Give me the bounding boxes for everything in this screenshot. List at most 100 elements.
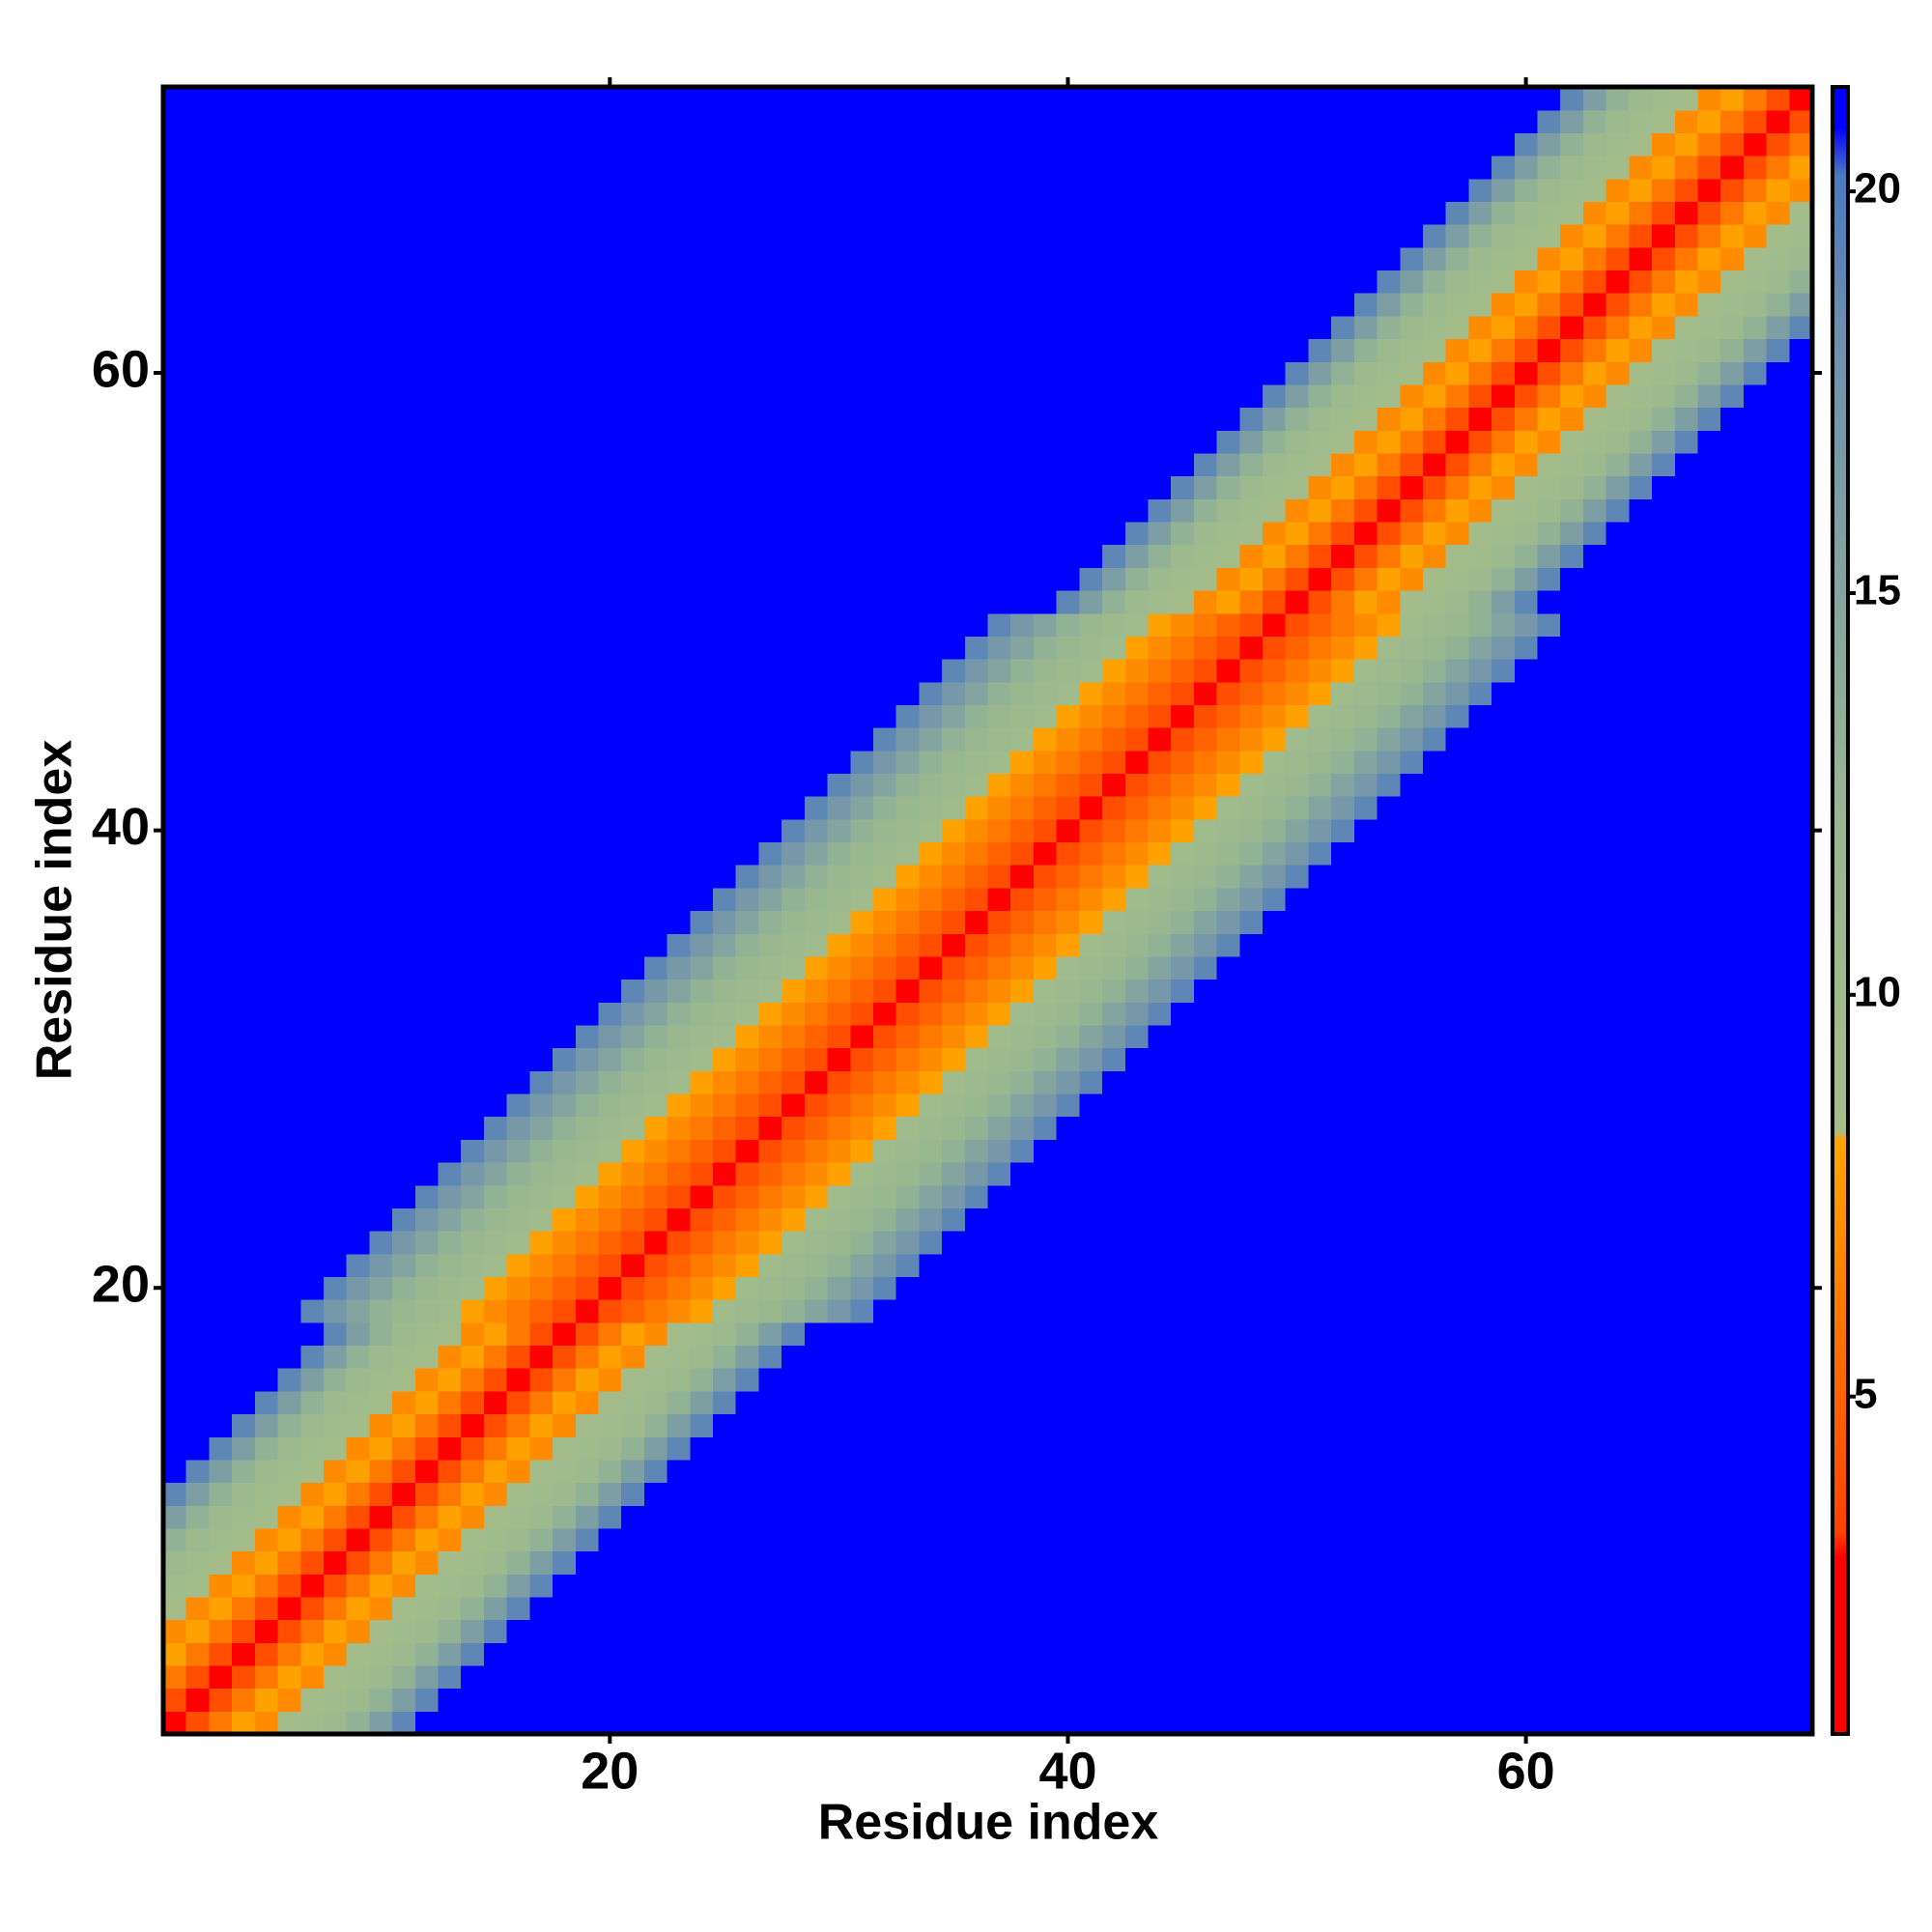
- heatmap-cell: [1171, 1711, 1195, 1735]
- heatmap-cell: [643, 293, 668, 317]
- heatmap-cell: [1582, 1596, 1607, 1621]
- heatmap-cell: [758, 1276, 782, 1300]
- heatmap-cell: [895, 1299, 920, 1323]
- heatmap-cell: [1537, 1574, 1561, 1598]
- heatmap-cell: [1239, 544, 1264, 568]
- heatmap-cell: [1331, 1231, 1355, 1255]
- heatmap-cell: [1652, 1642, 1676, 1666]
- heatmap-cell: [781, 955, 806, 980]
- heatmap-cell: [1239, 498, 1264, 523]
- heatmap-cell: [1056, 1459, 1080, 1484]
- heatmap-cell: [1537, 933, 1561, 957]
- heatmap-cell: [1171, 1253, 1195, 1277]
- heatmap-cell: [1537, 750, 1561, 775]
- heatmap-cell: [575, 1527, 600, 1552]
- heatmap-cell: [758, 1161, 782, 1186]
- heatmap-cell: [254, 1505, 279, 1529]
- heatmap-cell: [1193, 1688, 1218, 1712]
- heatmap-cell: [185, 1436, 211, 1461]
- heatmap-cell: [1629, 887, 1653, 912]
- heatmap-cell: [483, 1253, 508, 1277]
- heatmap-cell: [185, 818, 211, 843]
- heatmap-cell: [1308, 521, 1332, 546]
- heatmap-cell: [1308, 338, 1332, 362]
- heatmap-cell: [643, 1070, 668, 1094]
- heatmap-cell: [1743, 1139, 1768, 1163]
- heatmap-cell: [1582, 1664, 1607, 1690]
- heatmap-cell: [323, 612, 348, 637]
- heatmap-cell: [781, 1459, 806, 1484]
- heatmap-cell: [735, 1208, 760, 1232]
- heatmap-cell: [1216, 315, 1240, 340]
- heatmap-cell: [667, 1527, 691, 1552]
- heatmap-cell: [369, 1093, 393, 1118]
- heatmap-cell: [1674, 1596, 1699, 1621]
- heatmap-cell: [1468, 201, 1492, 225]
- heatmap-cell: [553, 521, 577, 546]
- heatmap-cell: [643, 315, 668, 340]
- heatmap-cell: [529, 521, 554, 546]
- heatmap-cell: [1124, 293, 1150, 317]
- heatmap-cell: [506, 1390, 530, 1415]
- heatmap-cell: [414, 498, 440, 523]
- heatmap-cell: [1216, 452, 1240, 477]
- heatmap-cell: [1263, 1436, 1287, 1461]
- heatmap-cell: [277, 293, 301, 317]
- heatmap-cell: [1377, 361, 1401, 385]
- heatmap-cell: [850, 727, 874, 752]
- heatmap-cell: [919, 1024, 943, 1049]
- heatmap-cell: [1629, 1321, 1653, 1347]
- heatmap-cell: [1652, 750, 1676, 775]
- heatmap-cell: [1766, 796, 1790, 820]
- heatmap-cell: [483, 475, 508, 499]
- heatmap-cell: [804, 1299, 829, 1323]
- heatmap-cell: [1743, 1161, 1768, 1186]
- heatmap-cell: [1263, 681, 1287, 705]
- heatmap-cell: [1353, 293, 1378, 317]
- heatmap-cell: [1239, 178, 1264, 203]
- heatmap-cell: [1445, 1184, 1469, 1208]
- heatmap-cell: [987, 315, 1011, 340]
- heatmap-cell: [850, 384, 874, 409]
- heatmap-cell: [1263, 636, 1287, 660]
- heatmap-cell: [621, 681, 645, 705]
- heatmap-cell: [163, 1596, 187, 1621]
- heatmap-cell: [1079, 818, 1103, 843]
- heatmap-cell: [621, 178, 645, 203]
- heatmap-cell: [1629, 1550, 1653, 1575]
- heatmap-cell: [1079, 1184, 1103, 1208]
- heatmap-cell: [895, 1139, 920, 1163]
- heatmap-cell: [483, 796, 508, 820]
- heatmap-cell: [346, 727, 370, 752]
- heatmap-cell: [1743, 750, 1768, 775]
- heatmap-cell: [1400, 589, 1424, 614]
- heatmap-cell: [964, 567, 989, 591]
- heatmap-cell: [919, 773, 943, 797]
- heatmap-cell: [461, 315, 485, 340]
- heatmap-cell: [1171, 681, 1195, 705]
- heatmap-cell: [850, 704, 874, 728]
- heatmap-cell: [1560, 1550, 1584, 1575]
- heatmap-cell: [735, 315, 760, 340]
- heatmap-cell: [185, 1550, 211, 1575]
- heatmap-cell: [1308, 612, 1332, 637]
- heatmap-cell: [506, 178, 530, 203]
- heatmap-cell: [300, 841, 325, 866]
- heatmap-cell: [781, 910, 806, 934]
- heatmap-cell: [323, 1390, 348, 1415]
- heatmap-cell: [758, 841, 782, 866]
- heatmap-cell: [598, 589, 622, 614]
- heatmap-cell: [209, 315, 233, 340]
- heatmap-cell: [667, 1253, 691, 1277]
- heatmap-cell: [323, 132, 348, 156]
- heatmap-cell: [575, 955, 600, 980]
- heatmap-cell: [1468, 750, 1492, 775]
- heatmap-cell: [1285, 1116, 1310, 1140]
- heatmap-cell: [1629, 1345, 1653, 1369]
- heatmap-cell: [1079, 1596, 1103, 1621]
- heatmap-cell: [438, 407, 462, 431]
- heatmap-cell: [461, 818, 485, 843]
- heatmap-cell: [1193, 156, 1218, 180]
- heatmap-cell: [483, 1231, 508, 1255]
- heatmap-cell: [850, 1527, 874, 1552]
